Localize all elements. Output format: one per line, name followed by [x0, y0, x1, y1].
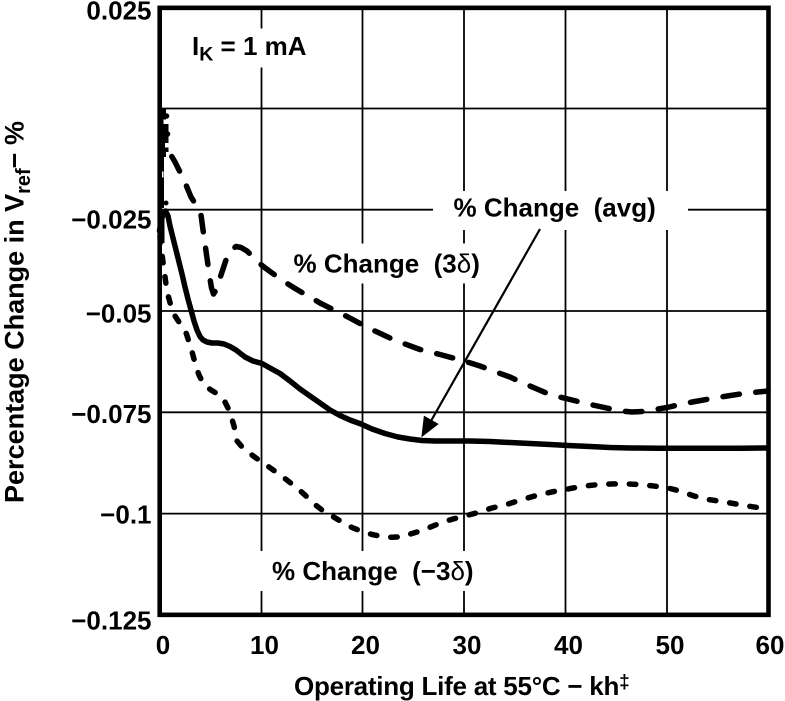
svg-text:% Change (avg): % Change (avg): [454, 192, 656, 222]
svg-text:60: 60: [756, 630, 785, 660]
svg-text:20: 20: [351, 630, 380, 660]
svg-text:−0.05: −0.05: [86, 299, 152, 329]
svg-text:% Change (−3δ): % Change (−3δ): [272, 556, 474, 586]
svg-text:40: 40: [554, 630, 583, 660]
svg-text:−0.1: −0.1: [100, 500, 151, 530]
svg-text:0.025: 0.025: [86, 0, 151, 26]
svg-text:30: 30: [453, 630, 482, 660]
svg-text:0: 0: [156, 630, 170, 660]
svg-text:−0.075: −0.075: [71, 399, 151, 429]
svg-text:−0.025: −0.025: [71, 204, 151, 234]
svg-text:−0.125: −0.125: [71, 606, 151, 636]
svg-text:Operating Life at 55°C − kh‡: Operating Life at 55°C − kh‡: [294, 671, 629, 701]
svg-text:10: 10: [250, 630, 279, 660]
svg-text:50: 50: [656, 630, 685, 660]
svg-text:% Change (3δ): % Change (3δ): [294, 248, 480, 278]
